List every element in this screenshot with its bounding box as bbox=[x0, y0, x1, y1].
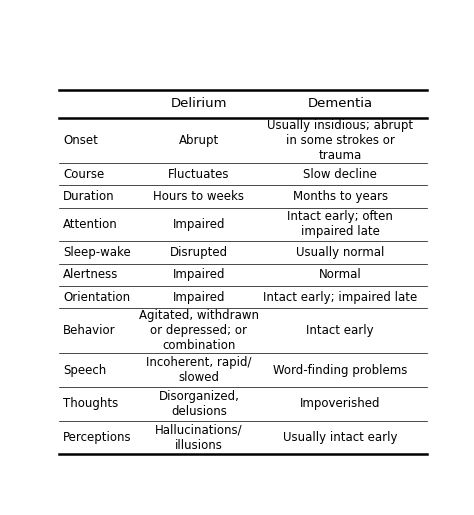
Text: Word-finding problems: Word-finding problems bbox=[273, 364, 408, 376]
Text: Agitated, withdrawn
or depressed; or
combination: Agitated, withdrawn or depressed; or com… bbox=[139, 310, 259, 352]
Text: Thoughts: Thoughts bbox=[63, 398, 118, 410]
Text: Hallucinations/
illusions: Hallucinations/ illusions bbox=[155, 423, 243, 452]
Text: Disorganized,
delusions: Disorganized, delusions bbox=[158, 390, 239, 418]
Text: Course: Course bbox=[63, 168, 104, 181]
Text: Abrupt: Abrupt bbox=[179, 134, 219, 147]
Text: Intact early: Intact early bbox=[307, 324, 374, 337]
Text: Normal: Normal bbox=[319, 268, 362, 281]
Text: Perceptions: Perceptions bbox=[63, 431, 132, 444]
Text: Hours to weeks: Hours to weeks bbox=[154, 190, 244, 203]
Text: Impaired: Impaired bbox=[173, 290, 225, 304]
Text: Dementia: Dementia bbox=[308, 97, 373, 110]
Text: Usually intact early: Usually intact early bbox=[283, 431, 398, 444]
Text: Orientation: Orientation bbox=[63, 290, 130, 304]
Text: Usually normal: Usually normal bbox=[296, 246, 384, 259]
Text: Disrupted: Disrupted bbox=[170, 246, 228, 259]
Text: Attention: Attention bbox=[63, 218, 118, 231]
Text: Impaired: Impaired bbox=[173, 268, 225, 281]
Text: Behavior: Behavior bbox=[63, 324, 116, 337]
Text: Intact early; often
impaired late: Intact early; often impaired late bbox=[287, 211, 393, 238]
Text: Duration: Duration bbox=[63, 190, 115, 203]
Text: Usually insidious; abrupt
in some strokes or
trauma: Usually insidious; abrupt in some stroke… bbox=[267, 119, 413, 162]
Text: Slow decline: Slow decline bbox=[303, 168, 377, 181]
Text: Onset: Onset bbox=[63, 134, 98, 147]
Text: Sleep-wake: Sleep-wake bbox=[63, 246, 131, 259]
Text: Alertness: Alertness bbox=[63, 268, 118, 281]
Text: Months to years: Months to years bbox=[293, 190, 388, 203]
Text: Speech: Speech bbox=[63, 364, 106, 376]
Text: Impoverished: Impoverished bbox=[300, 398, 381, 410]
Text: Incoherent, rapid/
slowed: Incoherent, rapid/ slowed bbox=[146, 356, 252, 384]
Text: Intact early; impaired late: Intact early; impaired late bbox=[263, 290, 418, 304]
Text: Impaired: Impaired bbox=[173, 218, 225, 231]
Text: Fluctuates: Fluctuates bbox=[168, 168, 229, 181]
Text: Delirium: Delirium bbox=[171, 97, 227, 110]
